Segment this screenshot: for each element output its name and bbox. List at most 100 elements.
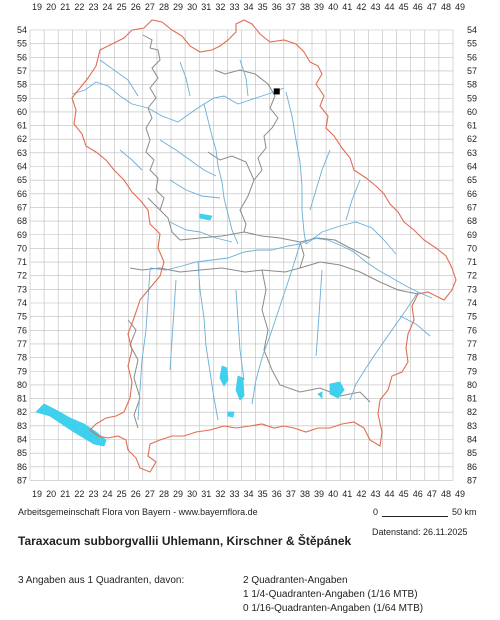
y-tick-label: 54 bbox=[467, 25, 477, 35]
river-tributary bbox=[119, 149, 143, 171]
scale-bar-end-label: 50 km bbox=[452, 507, 477, 517]
y-axis-labels-left: 54 55 56 57 58 59 60 61 62 63 64 65 66 67 68 69 70 71 72 73… bbox=[17, 25, 27, 485]
river-altmuehl bbox=[169, 221, 233, 243]
river-tributary bbox=[235, 289, 245, 381]
x-tick-label: 41 bbox=[342, 489, 352, 499]
distribution-map: 19 20 21 22 23 24 25 26 27 28 29 30 31 32 33 34 35 36 37 38… bbox=[17, 2, 477, 499]
river-regnitz bbox=[203, 103, 239, 245]
x-axis-labels-top: 19 20 21 22 23 24 25 26 27 28 29 30 31 32 33 34 35 36 37 38… bbox=[32, 2, 465, 12]
y-tick-label: 87 bbox=[467, 475, 477, 485]
river-tributary bbox=[345, 179, 361, 221]
y-tick-label: 69 bbox=[467, 230, 477, 240]
species-title: Taraxacum subborgvallii Uhlemann, Kirsch… bbox=[18, 534, 352, 548]
x-tick-label: 39 bbox=[314, 2, 324, 12]
y-tick-label: 69 bbox=[17, 230, 27, 240]
lake-ammersee bbox=[219, 365, 229, 387]
y-tick-label: 60 bbox=[467, 107, 477, 117]
y-tick-label: 71 bbox=[17, 257, 27, 267]
x-tick-label: 29 bbox=[173, 489, 183, 499]
lake-chiemsee bbox=[329, 381, 345, 399]
x-tick-label: 34 bbox=[244, 2, 254, 12]
x-tick-label: 28 bbox=[159, 489, 169, 499]
river-naab bbox=[285, 91, 307, 245]
occurrence-marker bbox=[273, 88, 280, 95]
y-tick-label: 55 bbox=[467, 39, 477, 49]
x-tick-label: 48 bbox=[441, 2, 451, 12]
x-tick-label: 35 bbox=[258, 489, 268, 499]
y-tick-label: 82 bbox=[17, 407, 27, 417]
y-tick-label: 61 bbox=[17, 121, 27, 131]
stat-quarter-quadrant-records: 1 1/4-Quadranten-Angaben (1/16 MTB) bbox=[243, 589, 418, 600]
lakes bbox=[35, 213, 345, 447]
y-tick-label: 66 bbox=[17, 189, 27, 199]
x-tick-label: 40 bbox=[328, 489, 338, 499]
y-tick-label: 80 bbox=[467, 380, 477, 390]
x-tick-label: 29 bbox=[173, 2, 183, 12]
x-tick-label: 31 bbox=[201, 489, 211, 499]
x-tick-label: 49 bbox=[455, 489, 465, 499]
x-tick-label: 37 bbox=[286, 2, 296, 12]
x-tick-label: 42 bbox=[356, 2, 366, 12]
x-tick-label: 23 bbox=[88, 2, 98, 12]
y-tick-label: 78 bbox=[17, 353, 27, 363]
y-tick-label: 83 bbox=[17, 421, 27, 431]
district-border-line bbox=[127, 319, 141, 429]
district-border-line bbox=[142, 34, 181, 241]
y-tick-label: 64 bbox=[467, 162, 477, 172]
x-tick-label: 32 bbox=[215, 489, 225, 499]
y-tick-label: 77 bbox=[467, 339, 477, 349]
x-tick-label: 39 bbox=[314, 489, 324, 499]
x-tick-label: 22 bbox=[74, 2, 84, 12]
lake-small bbox=[199, 213, 213, 221]
river-tributary bbox=[315, 269, 323, 357]
y-tick-label: 68 bbox=[467, 216, 477, 226]
river-tributary bbox=[159, 139, 217, 177]
y-tick-label: 60 bbox=[17, 107, 27, 117]
y-tick-label: 78 bbox=[467, 353, 477, 363]
x-tick-label: 21 bbox=[60, 489, 70, 499]
x-tick-label: 45 bbox=[399, 489, 409, 499]
x-tick-label: 32 bbox=[215, 2, 225, 12]
y-tick-label: 79 bbox=[467, 366, 477, 376]
y-tick-label: 86 bbox=[467, 462, 477, 472]
y-tick-label: 72 bbox=[17, 271, 27, 281]
x-tick-label: 49 bbox=[455, 2, 465, 12]
lake-starnberg bbox=[235, 375, 245, 401]
lake-constance bbox=[35, 403, 107, 447]
x-tick-label: 27 bbox=[145, 2, 155, 12]
x-tick-label: 28 bbox=[159, 2, 169, 12]
river-isar bbox=[251, 243, 301, 405]
x-tick-label: 30 bbox=[187, 2, 197, 12]
y-tick-label: 65 bbox=[467, 175, 477, 185]
river-inn bbox=[349, 291, 419, 401]
x-tick-label: 47 bbox=[427, 489, 437, 499]
y-tick-label: 84 bbox=[17, 435, 27, 445]
lake-small bbox=[227, 411, 235, 418]
y-tick-label: 59 bbox=[467, 93, 477, 103]
y-tick-label: 81 bbox=[467, 394, 477, 404]
state-border bbox=[71, 19, 457, 473]
y-tick-label: 73 bbox=[17, 284, 27, 294]
y-axis-labels-right: 54 55 56 57 58 59 60 61 62 63 64 65 66 67 68 69 70 71 72 73… bbox=[467, 25, 477, 485]
x-axis-labels-bottom: 19 20 21 22 23 24 25 26 27 28 29 30 31 32 33 34 35 36 37 38… bbox=[32, 489, 465, 499]
x-tick-label: 20 bbox=[46, 489, 56, 499]
river-iller bbox=[137, 269, 151, 421]
y-tick-label: 67 bbox=[17, 202, 27, 212]
y-tick-label: 75 bbox=[467, 312, 477, 322]
y-tick-label: 76 bbox=[17, 325, 27, 335]
y-tick-label: 58 bbox=[467, 80, 477, 90]
x-tick-label: 36 bbox=[272, 489, 282, 499]
scale-bar-zero-label: 0 bbox=[373, 507, 379, 517]
y-tick-label: 63 bbox=[17, 148, 27, 158]
y-tick-label: 70 bbox=[467, 243, 477, 253]
y-tick-label: 66 bbox=[467, 189, 477, 199]
district-borders bbox=[127, 34, 419, 429]
y-tick-label: 85 bbox=[467, 448, 477, 458]
river-main-upper bbox=[213, 87, 285, 105]
x-tick-label: 42 bbox=[356, 489, 366, 499]
x-tick-label: 45 bbox=[399, 2, 409, 12]
records-summary: 3 Angaben aus 1 Quadranten, davon: bbox=[18, 575, 185, 586]
x-tick-label: 19 bbox=[32, 2, 42, 12]
district-border-line bbox=[207, 151, 255, 233]
x-tick-label: 21 bbox=[60, 2, 70, 12]
